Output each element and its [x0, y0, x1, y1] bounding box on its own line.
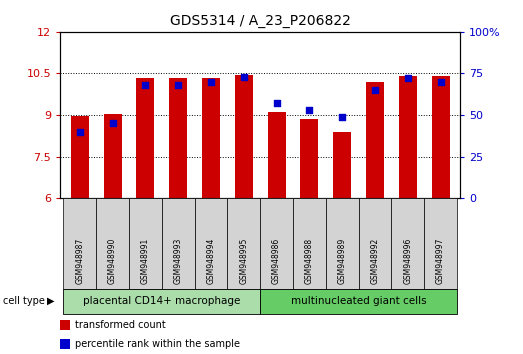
Text: GSM948988: GSM948988 [305, 238, 314, 284]
Text: GSM948996: GSM948996 [403, 238, 412, 284]
Bar [137, 78, 154, 198]
Point [371, 87, 379, 93]
Point [436, 79, 445, 85]
Bar [333, 132, 351, 198]
Text: GSM948997: GSM948997 [436, 238, 445, 284]
Point [141, 82, 150, 88]
Text: GSM948986: GSM948986 [272, 238, 281, 284]
Text: GSM948992: GSM948992 [370, 238, 380, 284]
Point [272, 101, 281, 106]
Text: percentile rank within the sample: percentile rank within the sample [75, 339, 240, 349]
Point [338, 114, 346, 120]
Bar [235, 75, 253, 198]
Text: GSM948991: GSM948991 [141, 238, 150, 284]
Point [108, 121, 117, 126]
Bar [202, 78, 220, 198]
Title: GDS5314 / A_23_P206822: GDS5314 / A_23_P206822 [170, 14, 350, 28]
Text: GSM948987: GSM948987 [75, 238, 84, 284]
Text: GSM948989: GSM948989 [338, 238, 347, 284]
Text: ▶: ▶ [47, 296, 54, 306]
Bar [300, 119, 319, 198]
Text: placental CD14+ macrophage: placental CD14+ macrophage [83, 296, 241, 306]
Point [240, 74, 248, 80]
Point [305, 107, 314, 113]
Bar [169, 78, 187, 198]
Bar [268, 112, 286, 198]
Text: multinucleated giant cells: multinucleated giant cells [291, 296, 426, 306]
Text: GSM948995: GSM948995 [240, 238, 248, 284]
Bar [431, 76, 450, 198]
Bar [71, 116, 89, 198]
Text: cell type: cell type [3, 296, 44, 306]
Text: GSM948990: GSM948990 [108, 238, 117, 284]
Point [404, 76, 412, 81]
Bar [104, 114, 122, 198]
Point [174, 82, 183, 88]
Point [76, 129, 84, 135]
Bar [366, 82, 384, 198]
Bar [399, 76, 417, 198]
Point [207, 79, 215, 85]
Text: GSM948993: GSM948993 [174, 238, 183, 284]
Text: GSM948994: GSM948994 [207, 238, 215, 284]
Text: transformed count: transformed count [75, 320, 166, 330]
